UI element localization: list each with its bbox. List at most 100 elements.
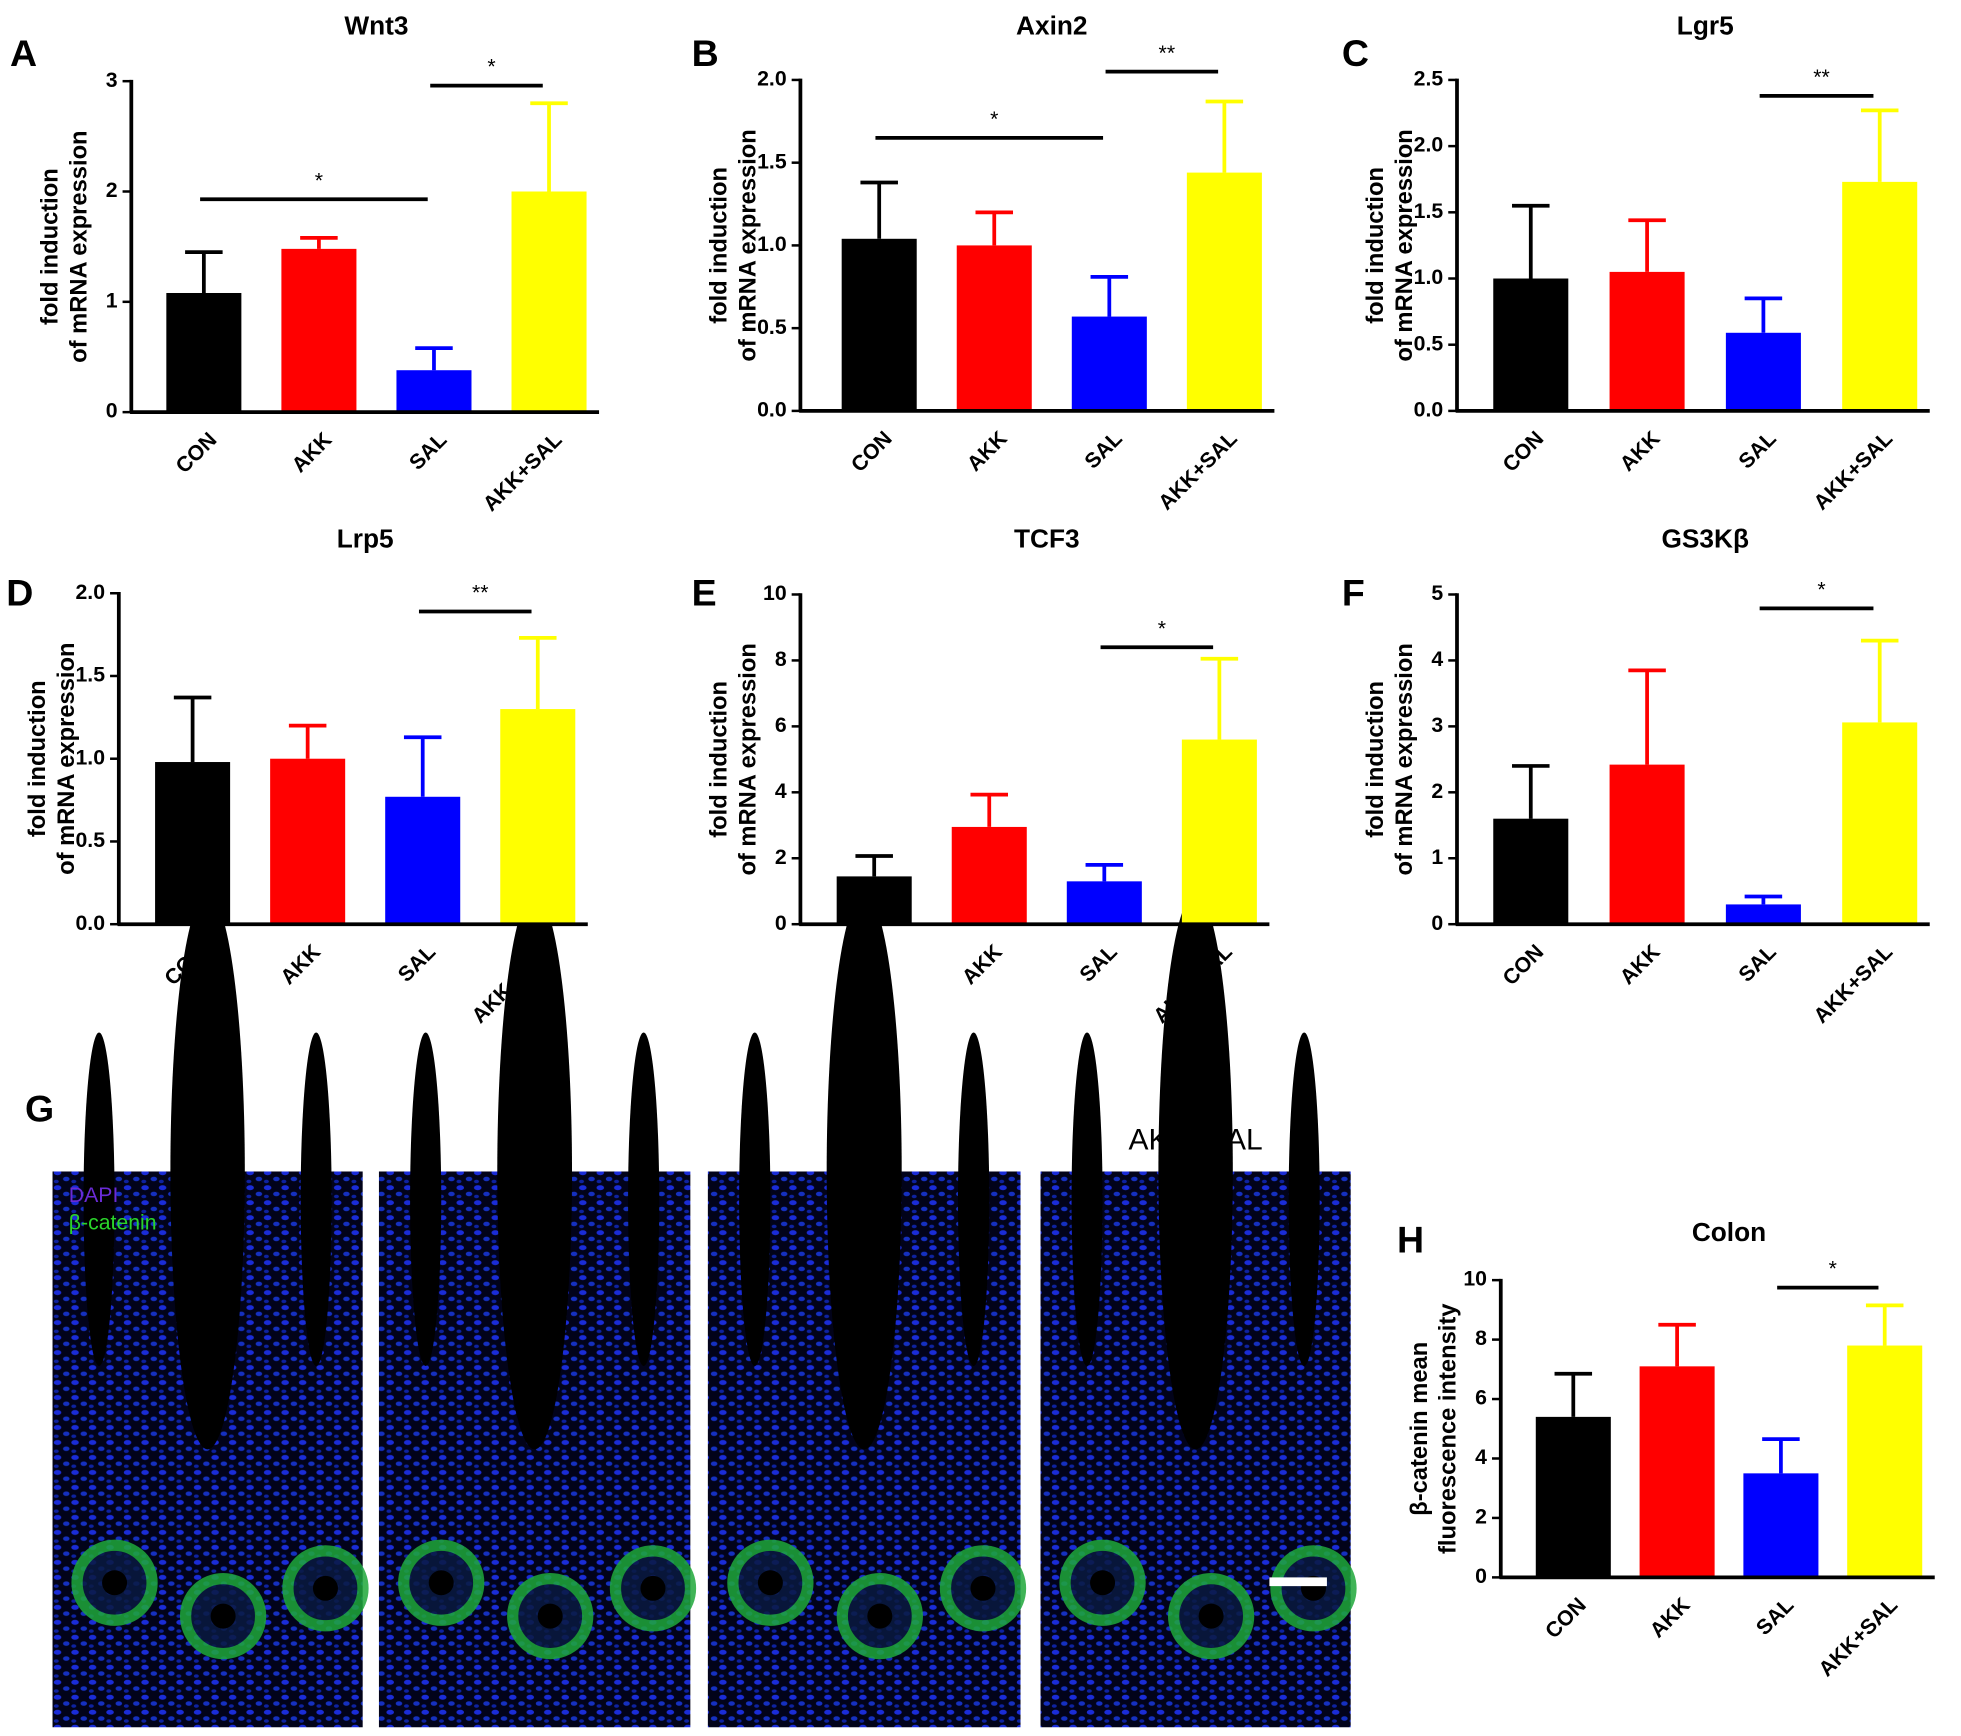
y-tick-label: 0 — [1431, 911, 1443, 935]
bar — [1609, 764, 1685, 925]
significance-label: * — [315, 168, 323, 192]
x-tick-label: SAL — [393, 940, 440, 987]
y-tick-label: 1.0 — [1414, 265, 1444, 289]
y-axis-label: fold induction — [707, 681, 733, 838]
y-tick-label: 10 — [1463, 1267, 1487, 1291]
x-tick-label: AKK — [957, 939, 1007, 989]
panel-letter: G — [25, 1087, 54, 1129]
legend-dapi: DAPI — [69, 1183, 119, 1207]
x-tick-label: AKK — [1615, 426, 1665, 476]
y-tick-label: 2.0 — [1414, 133, 1444, 157]
y-tick-label: 2 — [1475, 1505, 1487, 1529]
y-axis-label: fold induction — [38, 168, 64, 325]
error-bar — [519, 636, 557, 710]
bar — [1493, 818, 1569, 925]
y-tick-label: 0.5 — [76, 828, 106, 852]
chart-title: GS3Kβ — [1661, 524, 1749, 554]
error-bar — [1658, 1322, 1696, 1367]
crypt-lumen — [428, 1570, 454, 1596]
y-tick-label: 2 — [1431, 779, 1443, 803]
x-tick-label: AKK+SAL — [1809, 426, 1897, 514]
error-bar — [1205, 99, 1244, 173]
y-tick-label: 6 — [1475, 1386, 1487, 1410]
x-tick-label: CON — [1498, 426, 1548, 476]
error-bar — [1200, 656, 1239, 740]
bar — [1639, 1366, 1715, 1578]
y-axis-label: fold induction — [707, 167, 733, 324]
error-bar — [1512, 203, 1550, 279]
y-tick-label: 3 — [1431, 713, 1443, 737]
y-tick-label: 1 — [1431, 845, 1443, 869]
x-tick-label: AKK — [962, 426, 1012, 476]
x-tick-label: SAL — [404, 428, 451, 475]
lumen — [739, 1032, 771, 1367]
x-tick-label: SAL — [1080, 426, 1127, 473]
y-tick-label: 8 — [1475, 1326, 1487, 1350]
error-bar — [1860, 108, 1899, 182]
lumen — [300, 1032, 332, 1367]
legend-beta-catenin: β-catenin — [69, 1211, 157, 1235]
y-axis-label: fold induction — [25, 680, 51, 837]
y-tick-label: 1.0 — [757, 232, 787, 256]
bar — [1842, 181, 1918, 411]
x-tick-label: SAL — [1075, 940, 1122, 987]
bar — [841, 238, 917, 411]
y-tick-label: 0.5 — [1414, 331, 1444, 355]
y-axis-label: fold induction — [1363, 167, 1389, 324]
panel-letter: B — [692, 32, 719, 74]
bar — [1743, 1473, 1819, 1578]
y-axis-label: of mRNA expression — [1392, 643, 1418, 875]
y-axis-label: fold induction — [1363, 681, 1389, 838]
bar — [1071, 316, 1147, 411]
bar — [385, 796, 461, 925]
error-bar — [1628, 668, 1666, 765]
panel-letter: H — [1397, 1219, 1424, 1261]
x-tick-label: SAL — [1734, 426, 1781, 473]
crypt-lumen — [970, 1575, 996, 1601]
error-bar — [970, 792, 1009, 827]
significance-label: * — [990, 107, 998, 131]
bar — [951, 826, 1027, 925]
error-bar — [1085, 862, 1124, 882]
lumen — [957, 1032, 990, 1367]
crypt-lumen — [210, 1603, 236, 1629]
lumen — [1288, 1032, 1320, 1367]
error-bar — [1865, 1303, 1904, 1346]
bar — [396, 370, 472, 413]
y-tick-label: 1.0 — [76, 745, 106, 769]
bar — [1609, 271, 1685, 411]
x-tick-label: AKK — [276, 939, 326, 989]
y-tick-label: 2.5 — [1414, 67, 1444, 91]
chart-title: Lgr5 — [1677, 10, 1734, 40]
y-tick-label: 6 — [775, 713, 787, 737]
y-tick-label: 2 — [775, 845, 787, 869]
error-bar — [975, 210, 1014, 246]
y-tick-label: 4 — [775, 779, 787, 803]
x-tick-label: SAL — [1734, 940, 1781, 987]
bar — [270, 758, 346, 925]
x-tick-label: AKK — [1615, 939, 1665, 989]
error-bar — [530, 101, 568, 192]
y-axis-label: of mRNA expression — [66, 130, 92, 362]
bar — [1066, 881, 1142, 925]
crypt-lumen — [102, 1570, 128, 1596]
x-tick-label: AKK+SAL — [1809, 940, 1897, 1028]
y-tick-label: 0.5 — [757, 315, 787, 339]
bar — [500, 709, 576, 925]
y-axis-label: of mRNA expression — [735, 643, 761, 875]
lumen — [83, 1032, 115, 1367]
crypt-lumen — [757, 1570, 783, 1596]
chart-title: TCF3 — [1014, 524, 1080, 554]
significance-label: ** — [472, 581, 489, 605]
error-bar — [185, 250, 223, 293]
y-tick-label: 0.0 — [76, 911, 106, 935]
crypt-lumen — [1198, 1603, 1224, 1629]
significance-label: ** — [1159, 41, 1176, 65]
x-tick-label: CON — [1540, 1593, 1590, 1643]
significance-label: * — [1829, 1257, 1837, 1281]
y-tick-label: 2.0 — [757, 67, 787, 91]
lumen — [410, 1032, 442, 1367]
y-tick-label: 0 — [1475, 1564, 1487, 1588]
bar — [1725, 332, 1801, 411]
